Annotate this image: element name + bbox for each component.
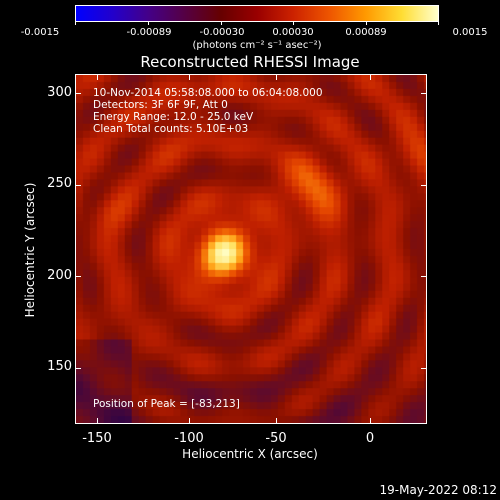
x-tick-mark <box>189 74 190 80</box>
y-tick-mark <box>421 185 427 186</box>
x-tick-label: -50 <box>265 431 287 446</box>
y-tick-label: 250 <box>47 176 72 191</box>
x-tick-mark <box>189 418 190 424</box>
clean-counts-text: Clean Total counts: 5.10E+03 <box>93 123 249 135</box>
x-tick-label: 0 <box>365 431 375 446</box>
colorbar-tick-label: -0.0015 <box>20 27 60 38</box>
colorbar-tick-label: -0.00089 <box>126 27 172 38</box>
colorbar-tick-label: 0.00089 <box>345 27 387 38</box>
colorbar-tick-mark <box>293 21 294 25</box>
heatmap-canvas <box>76 75 426 423</box>
y-tick-mark <box>75 185 81 186</box>
colorbar-units: (photons cm⁻² s⁻¹ asec⁻²) <box>192 40 322 51</box>
date-stamp: 19-May-2022 08:12 <box>379 483 497 497</box>
x-tick-mark <box>370 418 371 424</box>
x-tick-mark <box>370 74 371 80</box>
x-tick-mark <box>276 418 277 424</box>
heatmap-image <box>75 74 427 424</box>
y-tick-mark <box>421 276 427 277</box>
y-tick-label: 150 <box>47 359 72 374</box>
x-tick-label: -150 <box>82 431 112 446</box>
detectors-text: Detectors: 3F 6F 9F, Att 0 <box>93 99 228 111</box>
colorbar-tick-mark <box>148 21 149 25</box>
x-tick-mark <box>97 418 98 424</box>
colorbar-tick-mark <box>75 21 76 25</box>
y-tick-label: 200 <box>47 268 72 283</box>
y-tick-mark <box>75 276 81 277</box>
peak-position-text: Position of Peak = [-83,213] <box>93 398 240 410</box>
y-tick-mark <box>421 93 427 94</box>
colorbar-tick-label: -0.00030 <box>199 27 245 38</box>
colorbar-tick-label: 0.00030 <box>272 27 314 38</box>
y-tick-label: 300 <box>47 85 72 100</box>
colorbar <box>75 5 439 22</box>
colorbar-tick-mark <box>221 21 222 25</box>
energy-range-text: Energy Range: 12.0 - 25.0 keV <box>93 111 254 123</box>
x-tick-label: -100 <box>174 431 204 446</box>
y-axis-label: Heliocentric Y (arcsec) <box>23 182 37 318</box>
y-tick-mark <box>75 93 81 94</box>
colorbar-tick-label: 0.0015 <box>452 27 488 38</box>
colorbar-tick-mark <box>366 21 367 25</box>
x-tick-mark <box>276 74 277 80</box>
plot-title: Reconstructed RHESSI Image <box>140 53 360 71</box>
colorbar-tick-mark <box>438 21 439 25</box>
x-axis-label: Heliocentric X (arcsec) <box>182 447 318 461</box>
y-tick-mark <box>421 368 427 369</box>
x-tick-mark <box>97 74 98 80</box>
time-range-text: 10-Nov-2014 05:58:08.000 to 06:04:08.000 <box>93 87 323 99</box>
y-tick-mark <box>75 368 81 369</box>
